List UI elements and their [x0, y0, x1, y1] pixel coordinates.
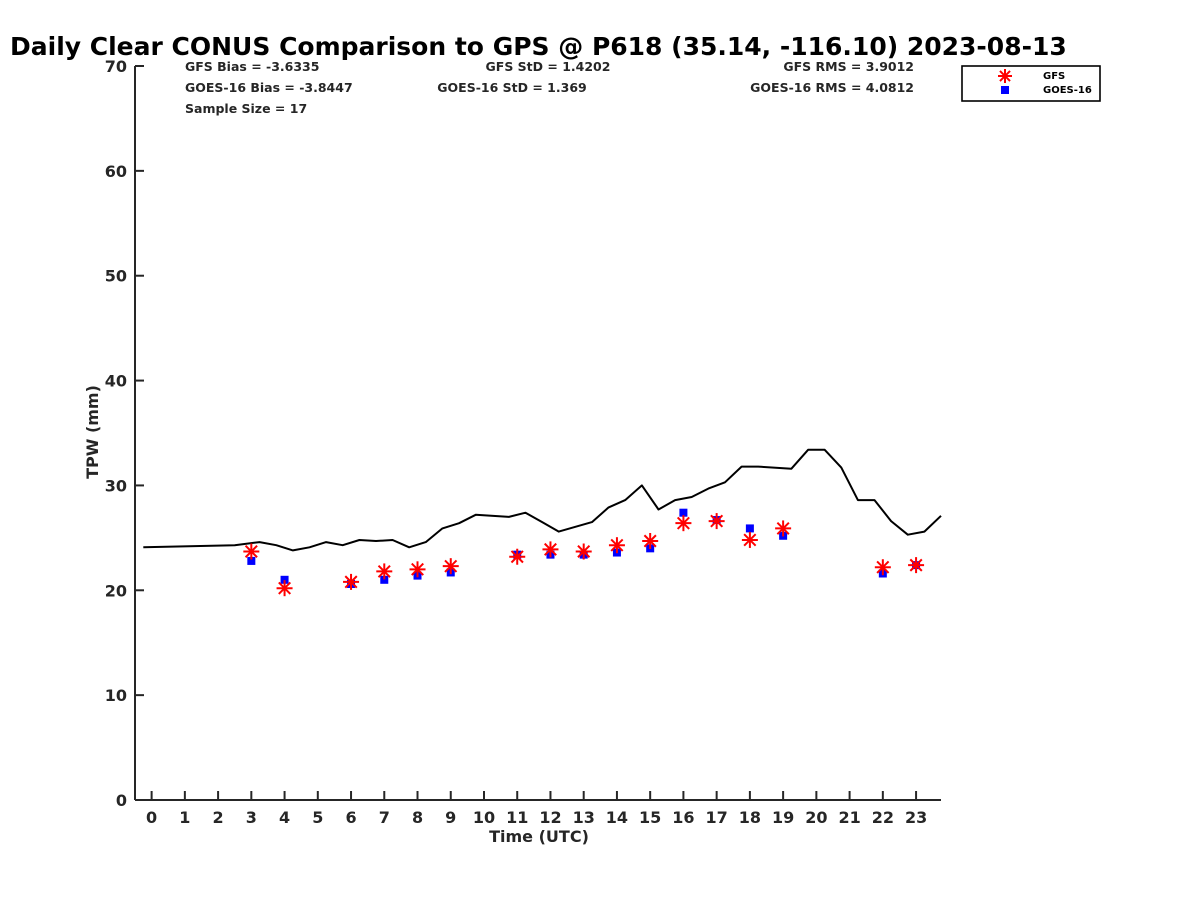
goes-point-11 [679, 508, 688, 517]
gfs-point-11-stroke-3 [676, 516, 690, 530]
gfs-point-15 [874, 559, 891, 576]
gfs-point-8-stroke-3 [577, 545, 591, 558]
gfs-point-2 [343, 573, 360, 590]
gfs-point-4-stroke-3 [411, 562, 424, 576]
chart-title: Daily Clear CONUS Comparison to GPS @ P6… [10, 32, 1067, 61]
goes-bias-stat: GOES-16 Bias = -3.8447 [185, 80, 353, 95]
gfs-point-0 [243, 543, 260, 560]
x-tick-label-4: 4 [279, 808, 290, 827]
gfs-point-13 [741, 531, 758, 548]
x-tick-label-11: 11 [506, 808, 528, 827]
gfs-rms-stat: GFS RMS = 3.9012 [783, 59, 914, 74]
gfs-point-14-stroke-3 [776, 521, 790, 535]
legend-gfs-label: GFS [1043, 71, 1065, 82]
goes-point-0 [247, 556, 256, 565]
y-tick-label-3: 30 [105, 476, 127, 495]
x-tick-label-23: 23 [905, 808, 927, 827]
gps-series-line [143, 448, 942, 552]
goes-std-stat: GOES-16 StD = 1.369 [437, 80, 586, 95]
gfs-point-14 [775, 520, 792, 537]
y-tick-label-4: 40 [105, 372, 127, 391]
gfs-point-1 [276, 580, 293, 597]
y-tick-label-7: 70 [105, 57, 127, 76]
x-tick-label-16: 16 [672, 808, 694, 827]
gfs-point-3 [376, 563, 393, 580]
gfs-point-8 [575, 543, 592, 560]
x-tick-label-21: 21 [838, 808, 860, 827]
gfs-point-3-stroke-3 [377, 564, 391, 578]
gfs-point-6 [509, 548, 526, 565]
y-axis-label: TPW (mm) [83, 385, 102, 479]
legend-gfs-asterisk [998, 69, 1012, 83]
x-tick-label-10: 10 [473, 808, 495, 827]
x-tick-label-18: 18 [739, 808, 761, 827]
legend-gfs-marker [998, 69, 1012, 83]
gfs-point-16 [908, 557, 925, 574]
legend-gfs-asterisk-stroke-3 [999, 70, 1011, 82]
legend-goes-label: GOES-16 [1043, 85, 1092, 96]
gfs-point-0-stroke-3 [244, 545, 258, 558]
x-tick-label-5: 5 [312, 808, 323, 827]
legend-goes-marker [1001, 86, 1009, 94]
x-tick-label-15: 15 [639, 808, 661, 827]
gfs-point-11 [675, 515, 692, 532]
sample-size-stat: Sample Size = 17 [185, 101, 307, 116]
gfs-point-1-stroke-3 [278, 581, 292, 595]
x-tick-label-6: 6 [345, 808, 356, 827]
y-tick-label-1: 10 [105, 686, 127, 705]
x-tick-label-19: 19 [772, 808, 794, 827]
legend: GFS GOES-16 [961, 65, 1101, 102]
x-tick-label-9: 9 [445, 808, 456, 827]
legend-goes-square [1001, 86, 1009, 94]
x-tick-label-13: 13 [573, 808, 595, 827]
x-tick-label-8: 8 [412, 808, 423, 827]
y-tick-label-2: 20 [105, 581, 127, 600]
x-axis-label: Time (UTC) [489, 827, 589, 846]
x-tick-label-2: 2 [213, 808, 224, 827]
y-tick-label-5: 50 [105, 267, 127, 286]
x-tick-label-17: 17 [706, 808, 728, 827]
gfs-point-12 [708, 513, 725, 530]
goes-rms-stat: GOES-16 RMS = 4.0812 [750, 80, 914, 95]
legend-box [961, 65, 1101, 102]
x-tick-label-0: 0 [146, 808, 157, 827]
gfs-point-5-stroke-3 [444, 559, 458, 573]
x-tick-label-22: 22 [872, 808, 894, 827]
gfs-point-5 [442, 558, 459, 575]
gfs-point-4 [409, 561, 426, 578]
goes-point-13 [745, 524, 754, 533]
gfs-point-9-stroke-3 [610, 538, 624, 552]
gfs-point-13-stroke-3 [743, 533, 757, 547]
x-tick-label-12: 12 [539, 808, 561, 827]
gfs-point-2-stroke-3 [344, 575, 358, 589]
goes-point-1 [280, 575, 289, 584]
gfs-point-6-stroke-3 [510, 550, 524, 564]
gfs-point-7-stroke-3 [543, 542, 557, 556]
x-tick-label-20: 20 [805, 808, 827, 827]
gfs-point-12-stroke-3 [710, 514, 724, 528]
goes-point-3 [380, 575, 389, 584]
x-tick-label-14: 14 [606, 808, 628, 827]
gfs-point-7 [542, 541, 559, 558]
x-tick-label-3: 3 [246, 808, 257, 827]
gfs-point-16-stroke-3 [909, 558, 923, 572]
gfs-point-10-stroke-3 [643, 534, 657, 548]
gfs-point-10 [642, 533, 659, 550]
x-tick-label-7: 7 [379, 808, 390, 827]
gfs-bias-stat: GFS Bias = -3.6335 [185, 59, 319, 74]
y-tick-label-6: 60 [105, 162, 127, 181]
gfs-point-9 [608, 537, 625, 554]
gfs-std-stat: GFS StD = 1.4202 [486, 59, 611, 74]
y-tick-label-0: 0 [116, 791, 127, 810]
x-tick-label-1: 1 [179, 808, 190, 827]
gfs-point-15-stroke-3 [876, 560, 890, 574]
